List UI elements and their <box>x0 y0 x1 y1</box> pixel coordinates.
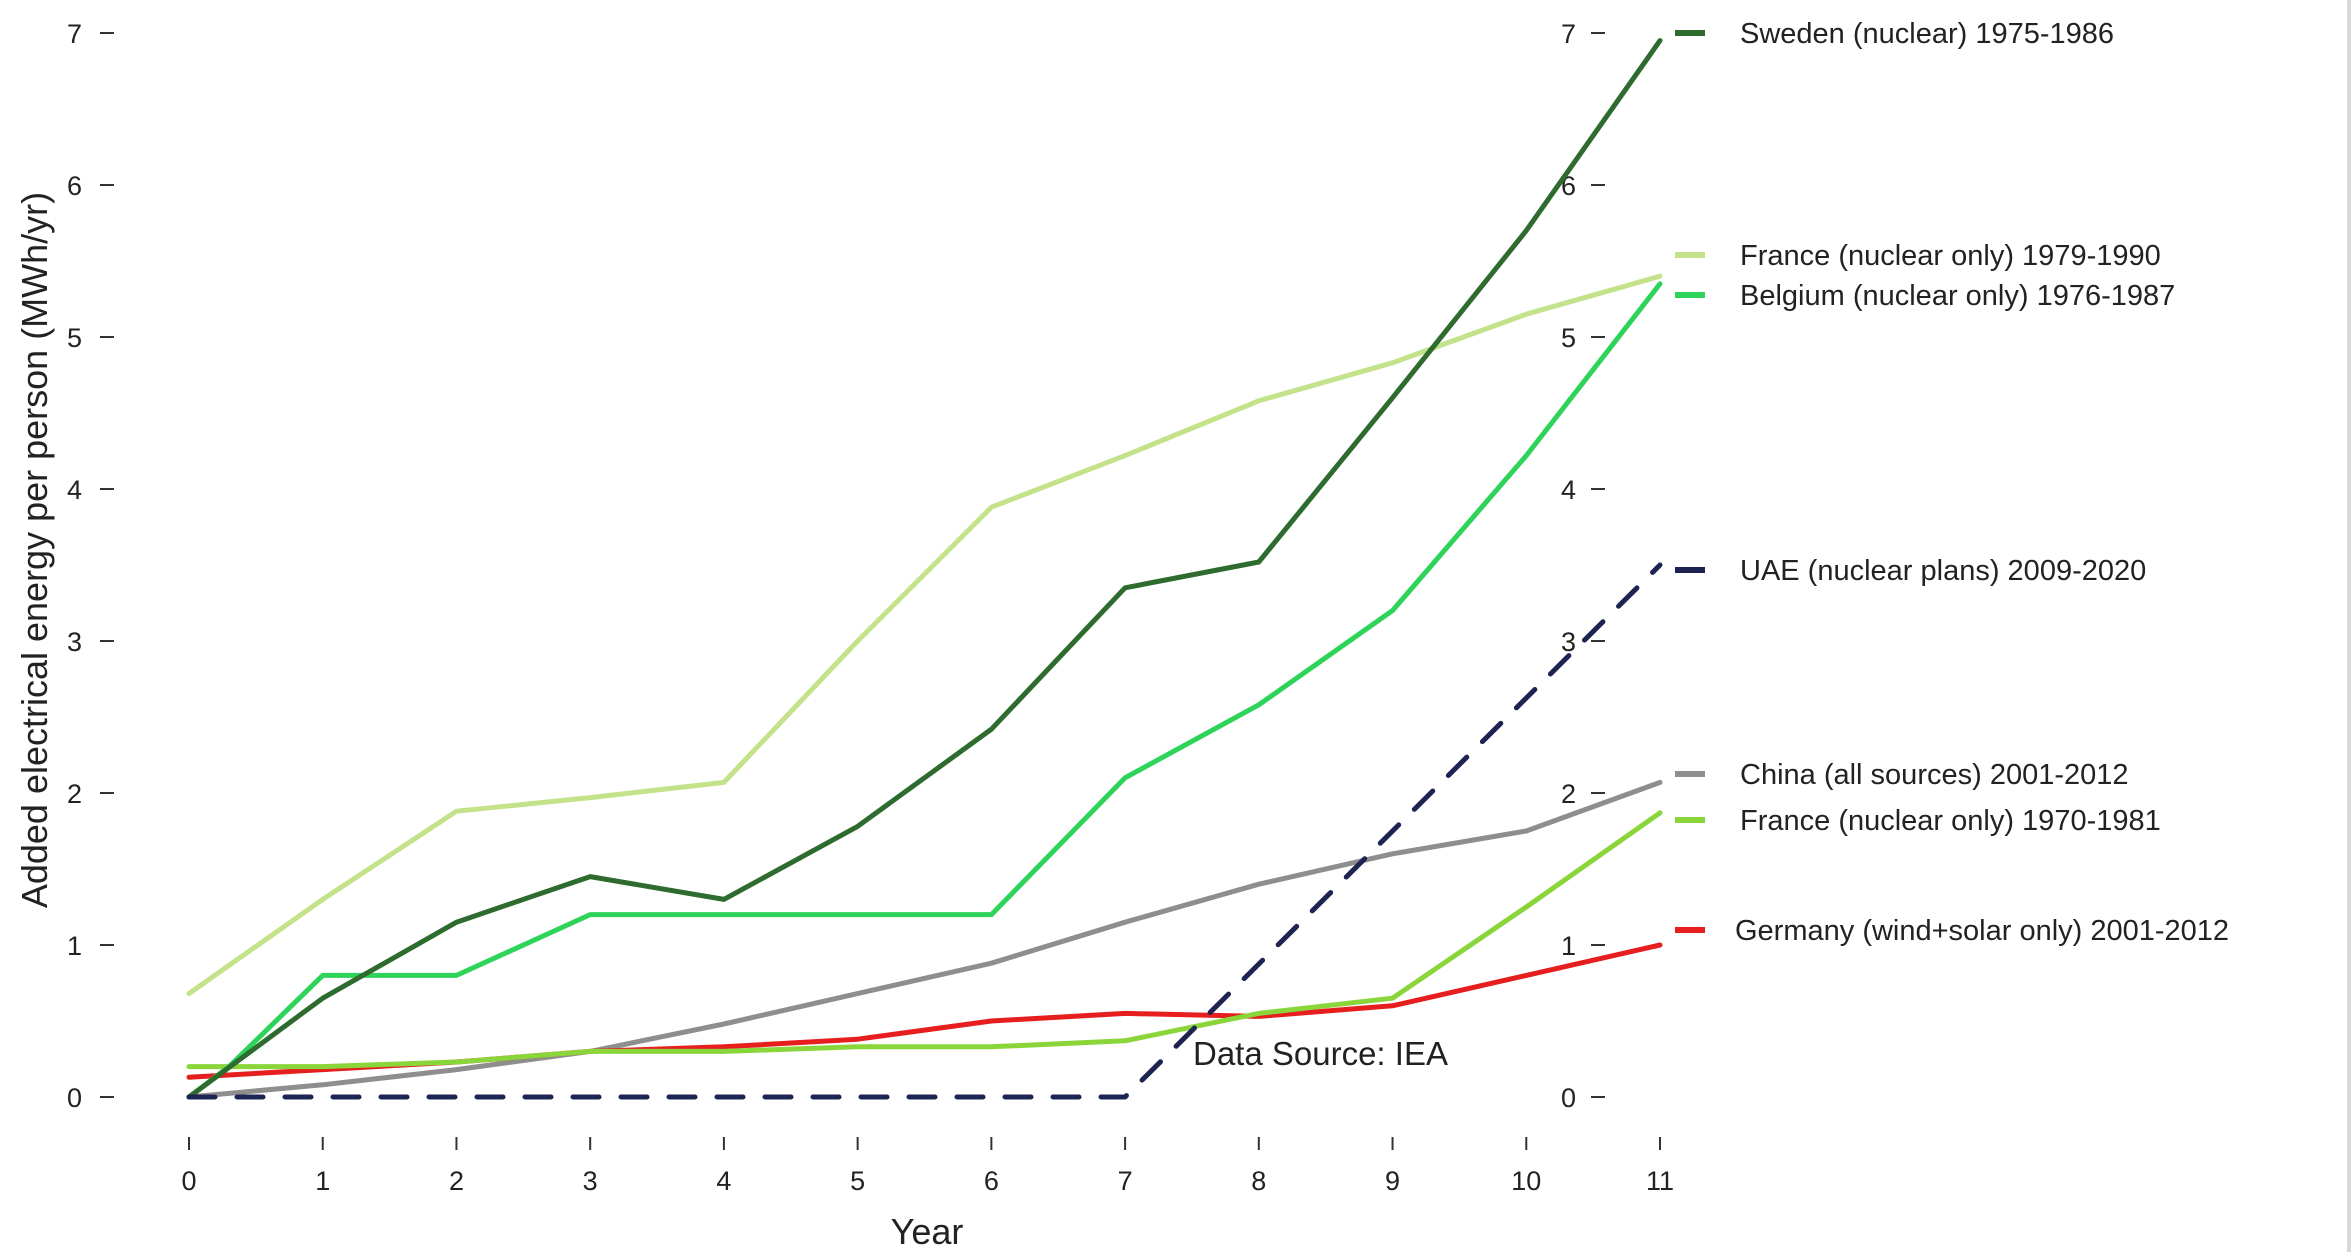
y-tick-label-left-2: 2 <box>67 779 82 809</box>
right-edge-border <box>2347 0 2351 1252</box>
y-tick-label-right-4: 4 <box>1561 475 1576 505</box>
y-tick-label-left-3: 3 <box>67 627 82 657</box>
y-tick-label-right-1: 1 <box>1561 931 1576 961</box>
x-tick-label-0: 0 <box>181 1166 196 1196</box>
x-tick-label-11: 11 <box>1646 1166 1674 1196</box>
x-tick-label-9: 9 <box>1385 1166 1400 1196</box>
x-tick-label-4: 4 <box>716 1166 731 1196</box>
x-tick-label-2: 2 <box>449 1166 464 1196</box>
series-line-4 <box>186 779 1663 1100</box>
y-axis-title: Added electrical energy per person (MWh/… <box>14 192 55 908</box>
legend-label-0: Sweden (nuclear) 1975-1986 <box>1740 18 2114 50</box>
legend: Sweden (nuclear) 1975-1986 France (nuclea… <box>1675 18 2229 947</box>
y-tick-label-right-2: 2 <box>1561 779 1576 809</box>
x-tick-label-10: 10 <box>1511 1166 1541 1196</box>
y-tick-label-left-1: 1 <box>67 931 82 961</box>
x-tick-label-5: 5 <box>850 1166 865 1196</box>
x-tick-label-7: 7 <box>1118 1166 1133 1196</box>
y-tick-label-left-7: 7 <box>67 19 82 49</box>
x-tick-label-1: 1 <box>315 1166 330 1196</box>
legend-label-6: Germany (wind+solar only) 2001-2012 <box>1735 915 2229 947</box>
series-line-5 <box>186 810 1663 1070</box>
y-tick-label-left-5: 5 <box>67 323 82 353</box>
y-tick-label-right-3: 3 <box>1561 627 1576 657</box>
legend-label-3: UAE (nuclear plans) 2009-2020 <box>1740 555 2146 587</box>
x-tick-label-6: 6 <box>984 1166 999 1196</box>
legend-label-5: France (nuclear only) 1970-1981 <box>1740 805 2161 837</box>
y-tick-label-right-5: 5 <box>1561 323 1576 353</box>
data-source-annotation: Data Source: IEA <box>1193 1035 1448 1072</box>
x-axis: 0 1 2 3 4 5 6 7 8 9 10 11 <box>181 1137 1674 1196</box>
y-tick-label-right-7: 7 <box>1561 19 1576 49</box>
series-line-3 <box>186 562 1663 1100</box>
series-line-0 <box>186 38 1663 1100</box>
x-tick-label-8: 8 <box>1251 1166 1266 1196</box>
y-tick-label-left-6: 6 <box>67 171 82 201</box>
legend-label-1: France (nuclear only) 1979-1990 <box>1740 240 2161 272</box>
x-tick-label-3: 3 <box>583 1166 598 1196</box>
legend-label-4: China (all sources) 2001-2012 <box>1740 759 2129 791</box>
y-tick-label-left-4: 4 <box>67 475 82 505</box>
series-line-2 <box>186 281 1663 1100</box>
y-tick-label-left-0: 0 <box>67 1083 82 1113</box>
legend-label-2: Belgium (nuclear only) 1976-1987 <box>1740 280 2175 312</box>
series-line-1 <box>186 273 1663 997</box>
y-tick-label-right-0: 0 <box>1561 1083 1576 1113</box>
series-layer <box>186 38 1663 1100</box>
x-axis-title: Year <box>891 1211 964 1252</box>
y-axis-left: 0 1 2 3 4 5 6 7 <box>67 19 114 1113</box>
